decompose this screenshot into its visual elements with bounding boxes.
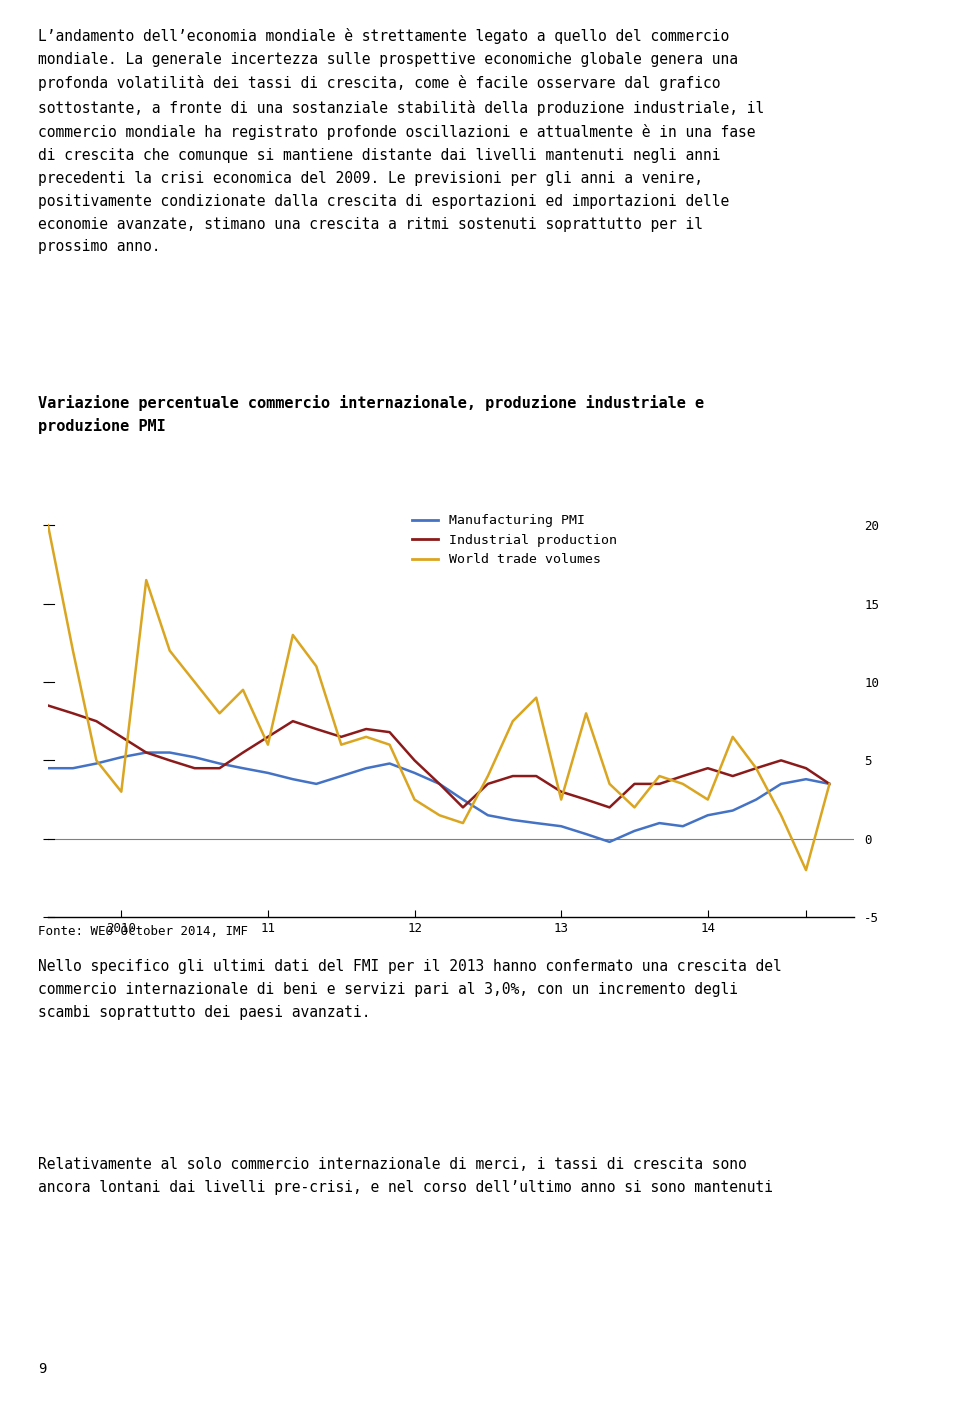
Text: 9: 9 xyxy=(38,1362,47,1376)
Text: L’andamento dell’economia mondiale è strettamente legato a quello del commercio
: L’andamento dell’economia mondiale è str… xyxy=(38,28,765,254)
Text: Variazione percentuale commercio internazionale, produzione industriale e
produz: Variazione percentuale commercio interna… xyxy=(38,395,705,433)
Text: Nello specifico gli ultimi dati del FMI per il 2013 hanno confermato una crescit: Nello specifico gli ultimi dati del FMI … xyxy=(38,959,782,1020)
Legend: Manufacturing PMI, Industrial production, World trade volumes: Manufacturing PMI, Industrial production… xyxy=(406,509,622,571)
Text: Relativamente al solo commercio internazionale di merci, i tassi di crescita son: Relativamente al solo commercio internaz… xyxy=(38,1157,774,1195)
Text: Fonte: WEO October 2014, IMF: Fonte: WEO October 2014, IMF xyxy=(38,924,249,938)
